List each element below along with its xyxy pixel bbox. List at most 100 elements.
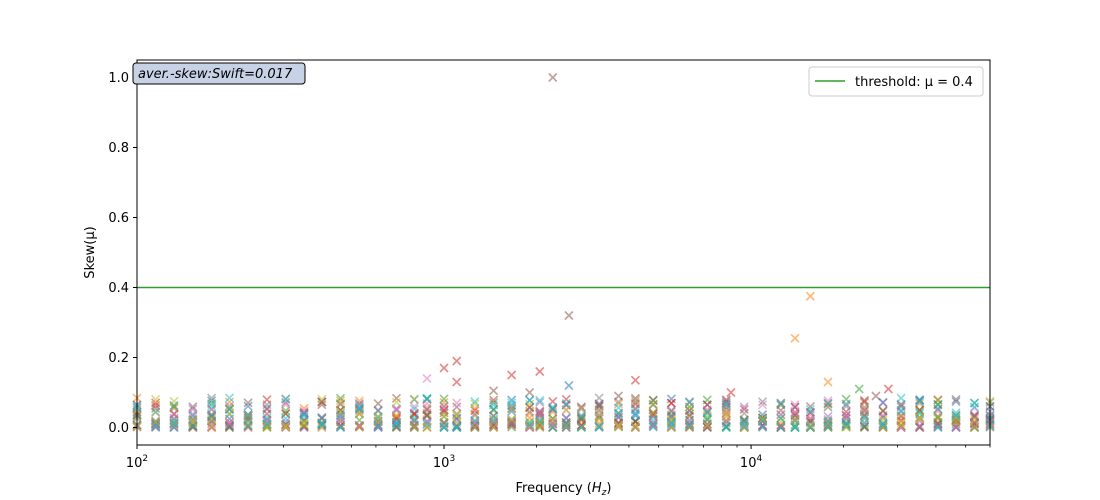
data-point-stroke-b: [535, 409, 545, 419]
data-point: [548, 414, 558, 424]
data-point: [776, 409, 786, 419]
legend-entry-threshold: threshold: μ = 0.4: [855, 75, 973, 90]
data-point: [507, 398, 517, 408]
data-point-stroke-b: [422, 410, 432, 420]
data-point: [951, 408, 961, 418]
data-point-stroke-b: [507, 395, 517, 405]
data-point-stroke-b: [224, 403, 234, 413]
data-point: [525, 399, 535, 409]
outlier-point: [933, 400, 943, 410]
data-point: [354, 422, 364, 432]
data-point: [489, 398, 499, 408]
data-point-stroke-b: [702, 413, 712, 423]
data-point-stroke-b: [409, 413, 419, 423]
data-point-stroke-b: [613, 403, 624, 413]
data-point-stroke-b: [758, 415, 768, 425]
data-point: [684, 409, 695, 419]
data-point-stroke-b: [262, 419, 272, 429]
data-point-stroke-b: [525, 406, 535, 417]
data-point: [281, 413, 291, 424]
data-point-stroke-b: [525, 395, 535, 405]
data-point-stroke-b: [243, 421, 253, 432]
data-point: [841, 401, 851, 411]
data-point: [630, 422, 640, 432]
outlier-point: [525, 387, 535, 398]
data-point: [207, 393, 217, 403]
data-point-stroke-b: [721, 399, 731, 409]
data-point-stroke-b: [805, 422, 815, 432]
data-point-stroke-b: [151, 421, 161, 431]
data-point: [535, 422, 545, 433]
data-point: [224, 393, 234, 403]
data-point-stroke-b: [594, 399, 604, 410]
data-point: [224, 422, 234, 433]
data-point-stroke-b: [648, 422, 658, 432]
data-point-stroke-b: [317, 419, 327, 429]
data-point-stroke-b: [548, 422, 558, 433]
data-point: [648, 415, 658, 425]
data-point: [439, 422, 449, 432]
data-point-stroke-b: [335, 398, 346, 408]
data-point: [648, 407, 658, 417]
y-tick-label: 0.2: [108, 351, 129, 366]
data-point-stroke-b: [439, 401, 449, 411]
data-point: [422, 410, 432, 420]
outlier-point-stroke-b: [548, 72, 558, 83]
outlier-point-stroke-b: [854, 384, 864, 394]
data-point-stroke-b: [169, 396, 179, 406]
outlier-point-stroke-b: [630, 375, 640, 385]
data-point: [373, 399, 383, 409]
data-point-stroke-b: [169, 400, 179, 410]
data-point: [969, 402, 980, 412]
data-point-stroke-b: [594, 406, 604, 416]
outlier-point-stroke-b: [805, 291, 815, 301]
outlier-point-stroke-b: [613, 391, 624, 401]
data-point-stroke-b: [535, 416, 545, 426]
data-point: [299, 419, 309, 429]
data-point: [335, 396, 346, 406]
y-tick-label: 0.6: [108, 211, 129, 226]
data-point: [878, 398, 888, 408]
data-point: [841, 410, 851, 420]
data-point-stroke-b: [896, 418, 906, 428]
data-point: [354, 420, 364, 430]
data-point: [721, 406, 731, 416]
scatter-marks: [132, 72, 995, 433]
x-tick-label: 104: [740, 454, 763, 471]
data-point-stroke-b: [630, 395, 640, 405]
data-point: [409, 413, 419, 423]
data-point-stroke-b: [224, 393, 234, 403]
data-point-stroke-b: [739, 404, 749, 414]
data-point-stroke-b: [969, 410, 980, 420]
data-point: [507, 418, 517, 428]
data-point-stroke-b: [207, 422, 217, 432]
legend-box: [808, 66, 984, 97]
data-point: [169, 400, 179, 410]
data-point: [702, 422, 712, 432]
data-point-stroke-b: [243, 401, 253, 411]
data-point-stroke-b: [354, 405, 364, 416]
data-point: [805, 407, 815, 417]
data-point: [630, 397, 640, 408]
data-point-stroke-b: [790, 422, 800, 432]
data-point: [666, 405, 676, 415]
data-point-stroke-b: [613, 422, 624, 432]
outlier-point: [489, 386, 499, 396]
data-point: [790, 400, 800, 410]
outlier-point: [507, 370, 517, 380]
data-point: [439, 394, 449, 404]
data-point-stroke-b: [470, 415, 480, 425]
data-point-stroke-b: [335, 422, 346, 433]
data-point: [335, 414, 346, 424]
data-point-stroke-b: [243, 398, 253, 408]
outlier-point-stroke-b: [452, 356, 462, 366]
data-point-stroke-b: [915, 405, 925, 415]
data-point-stroke-b: [354, 403, 364, 413]
data-point-stroke-b: [422, 403, 432, 413]
data-point: [823, 421, 833, 431]
data-point-stroke-b: [648, 409, 658, 419]
data-point-stroke-b: [841, 420, 851, 430]
data-point-stroke-b: [915, 408, 925, 419]
data-point: [224, 421, 234, 431]
data-point-stroke-b: [823, 421, 833, 431]
